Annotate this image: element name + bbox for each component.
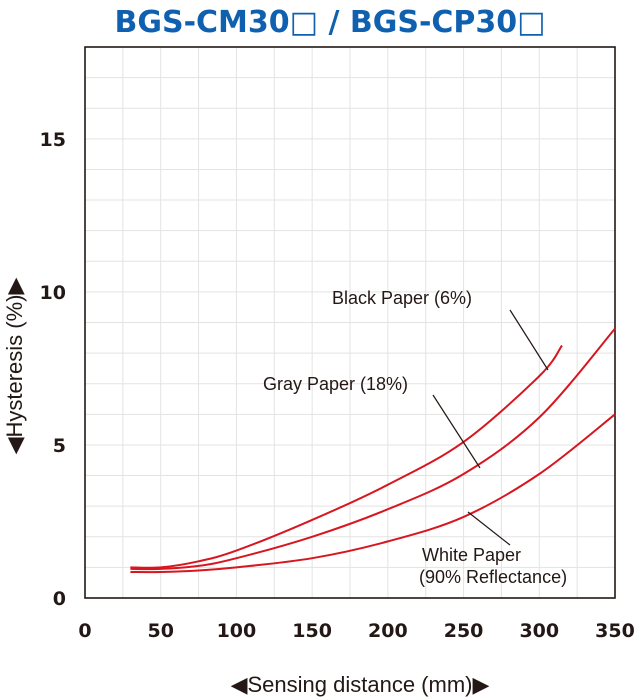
x-tick-label: 50 xyxy=(147,620,173,642)
y-tick-label: 5 xyxy=(53,435,66,457)
leader-gray-paper xyxy=(432,394,481,469)
chart-title: BGS-CM30□ / BGS-CP30□ xyxy=(114,5,545,40)
y-tick-labels: 0 5 10 15 xyxy=(40,129,66,610)
y-axis-label: ◀Hysteresis (%)▶ xyxy=(2,278,27,455)
grid xyxy=(85,47,615,598)
y-tick-label: 0 xyxy=(53,588,66,610)
x-tick-labels: 0 50 100 150 200 250 300 350 xyxy=(78,620,634,642)
x-tick-label: 200 xyxy=(368,620,408,642)
annotation-white-paper: White Paper xyxy=(422,545,521,565)
annotation-gray-paper: Gray Paper (18%) xyxy=(263,374,408,394)
curves xyxy=(130,327,616,574)
curve-black-paper xyxy=(130,344,563,569)
x-tick-label: 350 xyxy=(595,620,635,642)
x-tick-label: 150 xyxy=(292,620,332,642)
annotation-black-paper: Black Paper (6%) xyxy=(332,288,472,308)
leader-black-paper xyxy=(509,309,549,371)
y-tick-label: 10 xyxy=(40,282,66,304)
curve-gray-paper xyxy=(130,327,616,571)
leader-white-paper xyxy=(467,511,511,546)
annotation-leaders xyxy=(432,309,549,546)
annotation-white-paper-detail: (90% Reflectance) xyxy=(419,567,567,587)
y-tick-label: 15 xyxy=(40,129,66,151)
x-tick-label: 300 xyxy=(519,620,559,642)
x-tick-label: 0 xyxy=(78,620,91,642)
plot-frame xyxy=(84,46,616,599)
x-tick-label: 100 xyxy=(217,620,257,642)
x-tick-label: 250 xyxy=(444,620,484,642)
curve-white-paper xyxy=(130,413,616,574)
x-axis-label: ◀Sensing distance (mm)▶ xyxy=(231,672,490,697)
